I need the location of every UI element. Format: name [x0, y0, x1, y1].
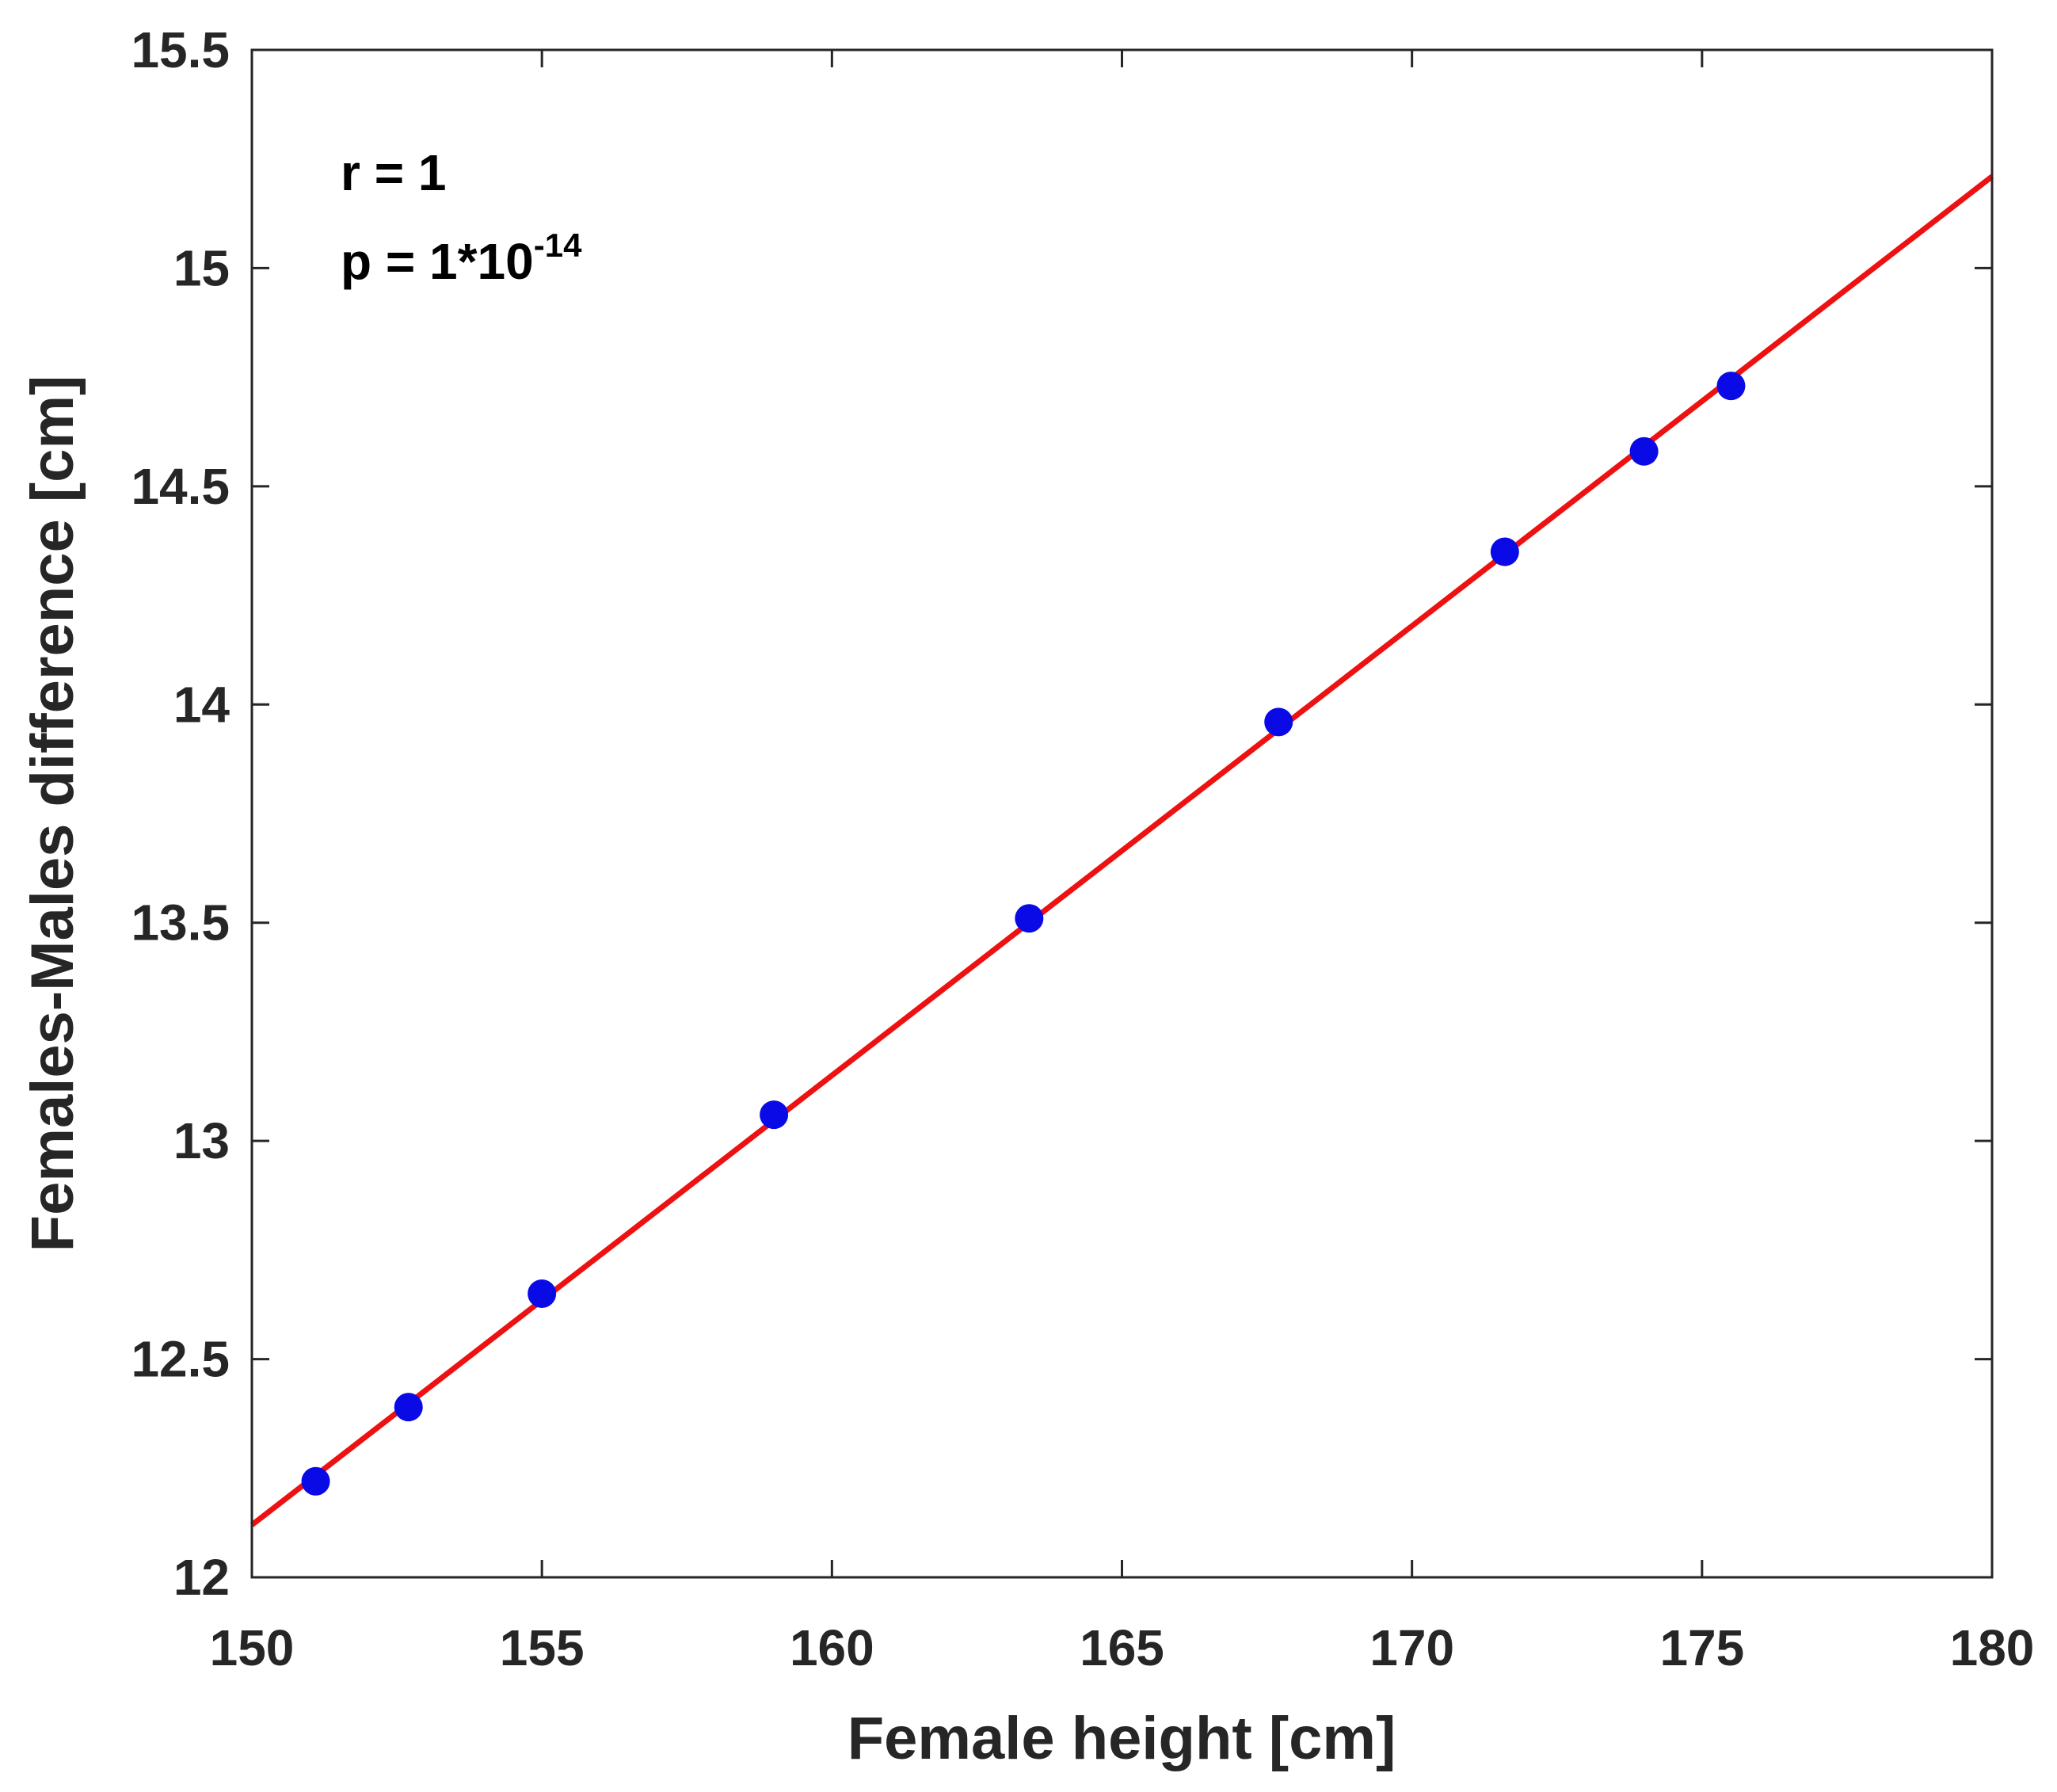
p-annotation-base: p = 1*10	[341, 233, 534, 290]
x-tick-labels: 150 155 160 165 170 175 180	[210, 1619, 2035, 1676]
p-annotation: p = 1*10-14	[341, 227, 582, 290]
x-axis-label: Female height [cm]	[848, 1705, 1396, 1772]
y-tick-label: 13	[173, 1112, 230, 1169]
plot-frame	[250, 48, 1994, 1579]
data-point	[394, 1393, 423, 1422]
data-points	[301, 372, 1746, 1496]
y-tick-label: 15	[173, 239, 230, 296]
data-point	[528, 1279, 557, 1308]
y-tick-label: 12.5	[131, 1331, 230, 1388]
data-point	[1015, 904, 1044, 933]
y-tick-label: 12	[173, 1549, 230, 1606]
y-axis-label: Females-Males difference [cm]	[19, 376, 86, 1252]
x-tick-label: 150	[210, 1619, 295, 1676]
x-tick-label: 155	[500, 1619, 585, 1676]
y-tick-label: 13.5	[131, 894, 230, 951]
r-annotation: r = 1	[341, 144, 446, 201]
y-tick-label: 14	[173, 676, 230, 733]
data-point	[760, 1100, 789, 1130]
x-tick-label: 170	[1369, 1619, 1454, 1676]
y-tick-labels: 12 12.5 13 13.5 14 14.5 15 15.5	[131, 21, 230, 1606]
data-point	[1629, 437, 1659, 466]
data-point	[301, 1466, 330, 1496]
x-tick-label: 165	[1080, 1619, 1164, 1676]
plot-background	[252, 50, 1992, 1577]
y-tick-label: 14.5	[131, 458, 230, 515]
x-tick-label: 180	[1950, 1619, 2035, 1676]
x-tick-label: 160	[790, 1619, 874, 1676]
data-point	[1490, 537, 1519, 566]
data-point	[1716, 372, 1746, 401]
y-tick-label: 15.5	[131, 21, 230, 78]
p-annotation-exponent: -14	[534, 227, 582, 264]
data-point	[1264, 707, 1293, 737]
x-tick-label: 175	[1659, 1619, 1744, 1676]
